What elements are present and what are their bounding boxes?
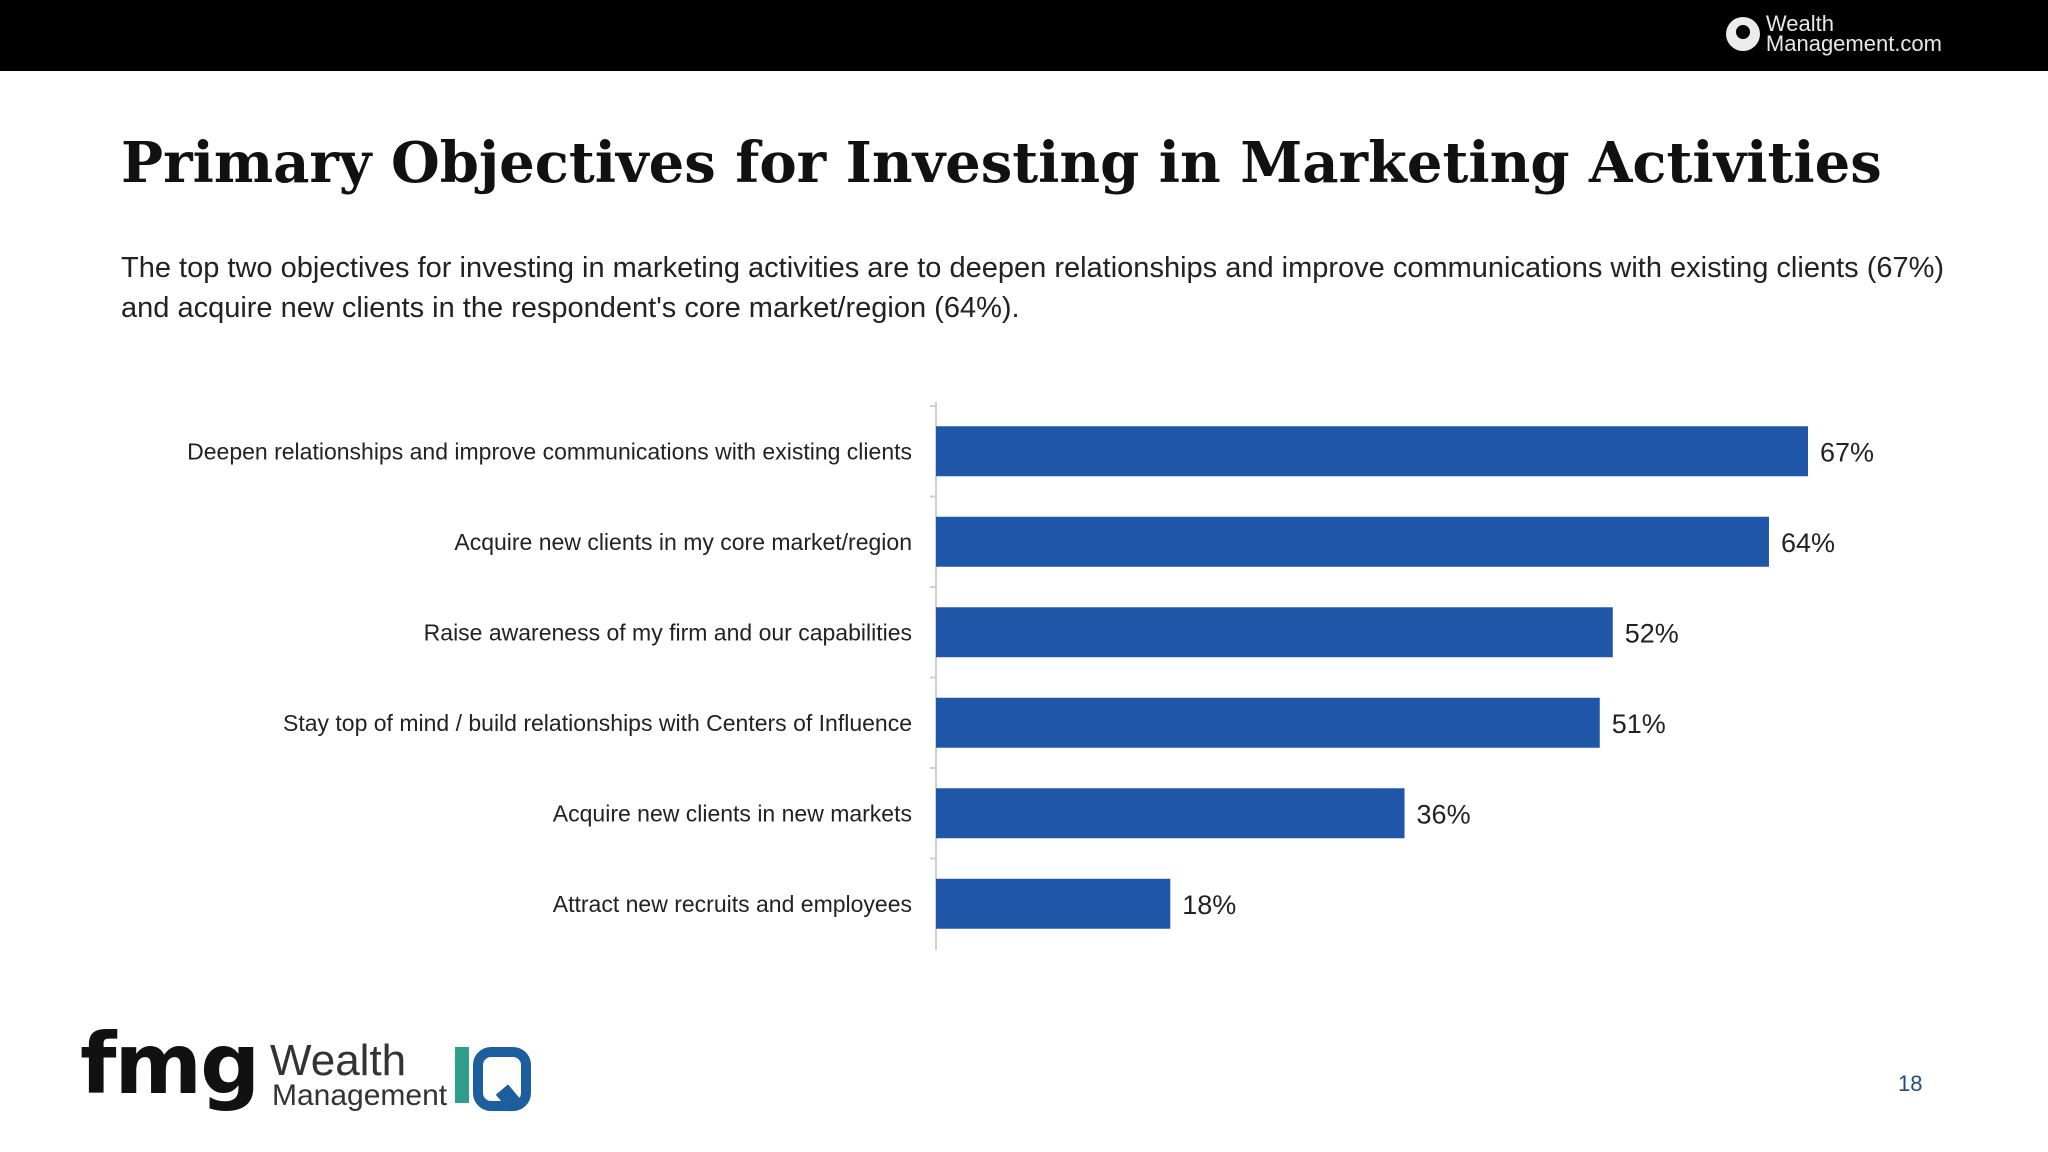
category-label: Acquire new clients in my core market/re… (454, 529, 912, 555)
wm-logo-line1: Wealth (270, 1036, 407, 1085)
logo-line1: Wealth (1765, 11, 1834, 36)
category-label: Deepen relationships and improve communi… (187, 438, 912, 464)
category-label: Attract new recruits and employees (553, 891, 912, 917)
slide-subtitle: The top two objectives for investing in … (121, 252, 1945, 324)
data-label: 52% (1625, 618, 1679, 648)
bar (936, 516, 1769, 567)
bar (936, 607, 1613, 658)
wm-logo-line2: Management (272, 1079, 448, 1112)
bar (936, 788, 1405, 839)
data-label: 36% (1417, 799, 1471, 829)
data-label: 51% (1612, 709, 1666, 739)
data-label: 18% (1182, 890, 1236, 920)
wealthmanagement-logo: Wealth Management.com (1725, 11, 1942, 56)
slide-title: Primary Objectives for Investing in Mark… (121, 130, 1882, 196)
globe-icon (1725, 17, 1760, 51)
top-bar: Wealth Management.com (0, 0, 2048, 71)
wealth-management-iq-logo: Wealth Management (270, 1036, 532, 1112)
bar-chart: Deepen relationships and improve communi… (187, 402, 1874, 950)
data-label: 67% (1820, 437, 1874, 467)
iq-icon (455, 1041, 532, 1112)
fmg-logo: fmg (80, 1015, 260, 1113)
category-label: Raise awareness of my firm and our capab… (424, 619, 912, 645)
bar (936, 878, 1171, 929)
category-label: Acquire new clients in new markets (553, 800, 912, 826)
page-number: 18 (1898, 1071, 1923, 1096)
category-label: Stay top of mind / build relationships w… (283, 710, 912, 736)
bar (936, 697, 1600, 748)
data-label: 64% (1781, 528, 1835, 558)
logo-line2: Management.com (1765, 31, 1942, 56)
bar (936, 426, 1808, 477)
